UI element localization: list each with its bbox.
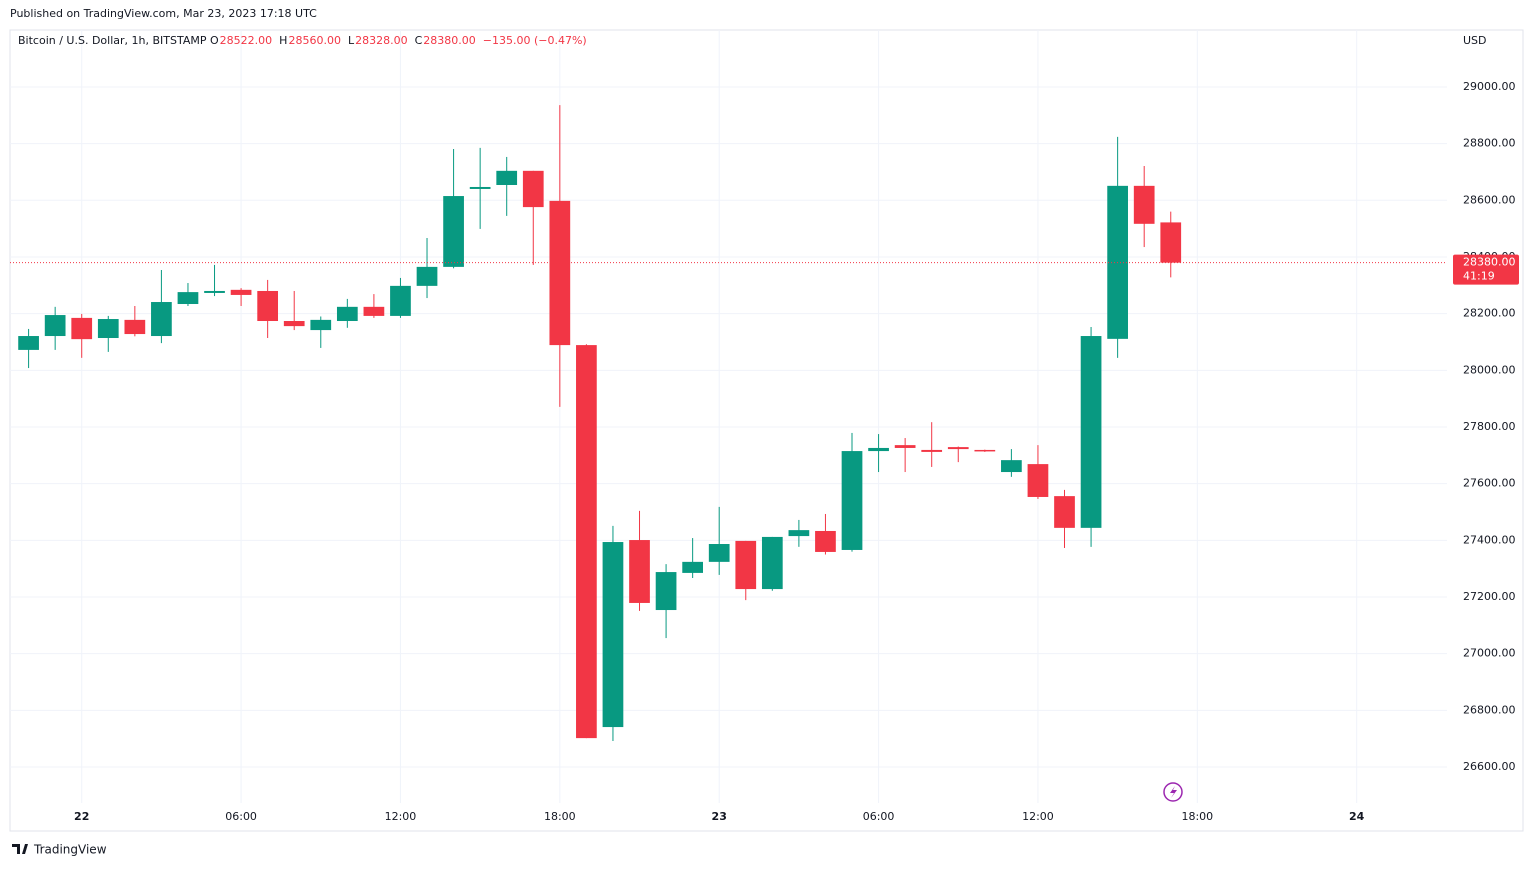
legend-key: H [279,34,287,47]
candle-body [1054,496,1075,528]
candle-body [496,170,518,185]
candle-body [416,266,438,286]
candle-body [443,196,464,267]
y-tick-label: 28800.00 [1463,137,1516,150]
x-tick-label: 24 [1349,810,1365,823]
candle-body [230,289,252,295]
price-tag-label: 28380.00 [1463,256,1516,269]
candle-body [151,302,172,337]
candle-body [177,292,199,305]
legend-value: 28328.00 [355,34,408,47]
price-tag-countdown: 41:19 [1463,270,1495,283]
candle-body [788,530,810,537]
x-tick-label: 22 [74,810,89,823]
legend-value: 28560.00 [288,34,341,47]
legend-value: 28380.00 [423,34,476,47]
candle-body [974,449,996,452]
published-note: Published on TradingView.com, Mar 23, 20… [10,7,317,20]
candle-body [1133,185,1155,224]
candle-body [310,319,332,331]
candle-body [708,544,730,562]
x-tick-label: 12:00 [1022,810,1054,823]
candle-body [71,317,93,340]
candle-body [1001,460,1022,473]
y-tick-label: 29000.00 [1463,80,1516,93]
candle-body [336,306,358,322]
x-tick-label: 23 [712,810,727,823]
candle-body [602,542,624,728]
y-tick-label: 28200.00 [1463,307,1516,320]
candle-body [735,540,757,590]
footer-brand: TradingView [33,843,107,857]
tradingview-logo [12,844,28,854]
candle-body [44,315,66,337]
candle-body [124,319,146,335]
y-tick-label: 28600.00 [1463,193,1516,206]
y-tick-label: 27600.00 [1463,477,1516,490]
candle-body [18,336,39,350]
candle-body [921,449,943,452]
candle-body [363,306,385,316]
currency: USD [1463,34,1487,47]
frame [9,29,1524,832]
x-tick-label: 18:00 [1181,810,1213,823]
lightning-icon[interactable] [1163,782,1183,802]
y-tick-label: 28000.00 [1463,363,1516,376]
x-tick-label: 06:00 [225,810,257,823]
candle-body [576,345,597,739]
price-tag [1453,254,1519,285]
x-tick-label: 18:00 [544,810,576,823]
y-tick-label: 27800.00 [1463,420,1516,433]
candle-body [947,447,969,450]
legend-key: O [210,34,219,47]
candle-body [469,186,491,189]
candle-body [522,170,544,208]
candle-body [629,540,650,603]
candle-body [894,445,916,448]
candle-body [549,200,571,346]
y-tick-label: 27200.00 [1463,590,1516,603]
x-tick-label: 12:00 [385,810,417,823]
legend-key: L [348,34,355,47]
y-tick-label: 27000.00 [1463,647,1516,660]
candle-body [97,319,119,339]
y-tick-label: 26800.00 [1463,703,1516,716]
candle-body [815,530,836,552]
y-tick-label: 27400.00 [1463,533,1516,546]
candle-body [868,447,889,452]
candle-body [257,290,279,322]
legend-key: C [415,34,423,47]
candle-body [1027,464,1049,497]
candle-body [761,536,783,590]
y-tick-label: 26600.00 [1463,760,1516,773]
candle-body [1160,222,1182,263]
candle-body [682,561,704,573]
legend-value: 28522.00 [220,34,273,47]
candle-body [390,285,411,316]
candle-body [283,321,305,327]
candle-body [1080,336,1102,528]
change: −135.00 (−0.47%) [483,34,587,47]
candle-body [204,290,225,293]
candle-body [841,451,863,550]
candle-body [655,572,677,611]
chart-title: Bitcoin / U.S. Dollar, 1h, BITSTAMP [18,34,207,47]
x-tick-label: 06:00 [863,810,895,823]
